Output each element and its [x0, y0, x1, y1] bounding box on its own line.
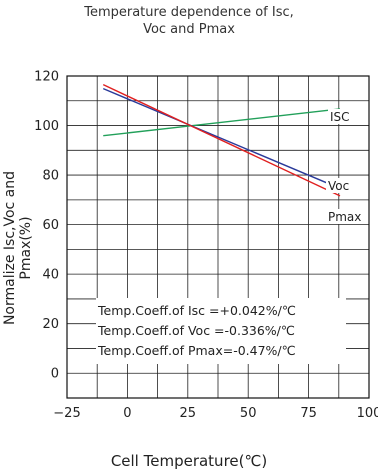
y-tick-label: 0 — [51, 367, 59, 382]
y-tick-label: 20 — [42, 317, 59, 332]
x-tick-label: 75 — [300, 406, 317, 421]
series-label-pmax: Pmax — [328, 210, 361, 224]
chart-title-line1: Temperature dependence of Isc, — [84, 5, 294, 20]
series-label-bg — [328, 109, 358, 124]
y-tick-label: 100 — [34, 119, 59, 134]
series-line-voc — [102, 87, 341, 190]
x-axis-label: Cell Temperature(℃) — [110, 452, 268, 470]
y-tick-label: 120 — [34, 70, 59, 85]
annotation-text: Temp.Coeff.of Pmax=-0.47%/℃ — [97, 343, 296, 358]
x-tick-label: −25 — [53, 406, 80, 421]
series-label-voc: Voc — [328, 179, 349, 193]
x-tick-label: 100 — [357, 406, 378, 421]
y-axis-label: Normalize Isc,Voc and Pmax(%) — [2, 170, 34, 326]
x-tick-label: 25 — [180, 406, 197, 421]
series-line-pmax — [102, 84, 341, 197]
series-label-isc: ISC — [330, 110, 350, 124]
y-tick-label: 80 — [42, 169, 59, 184]
x-tick-label: 0 — [123, 406, 131, 421]
plot-frame — [66, 75, 370, 399]
series-label-bg — [326, 178, 356, 193]
y-tick-label: 60 — [42, 218, 59, 233]
annotation-text: Temp.Coeff.of Isc =+0.042%/℃ — [97, 303, 296, 318]
y-tick-label: 40 — [42, 268, 59, 283]
chart-title-line2: Voc and Pmax — [143, 22, 235, 37]
annotation-box — [96, 298, 346, 364]
annotation-text: Temp.Coeff.of Voc =-0.336%/℃ — [97, 323, 295, 338]
series-label-bg — [326, 209, 364, 224]
series-line-isc — [103, 108, 341, 137]
x-tick-label: 50 — [240, 406, 257, 421]
